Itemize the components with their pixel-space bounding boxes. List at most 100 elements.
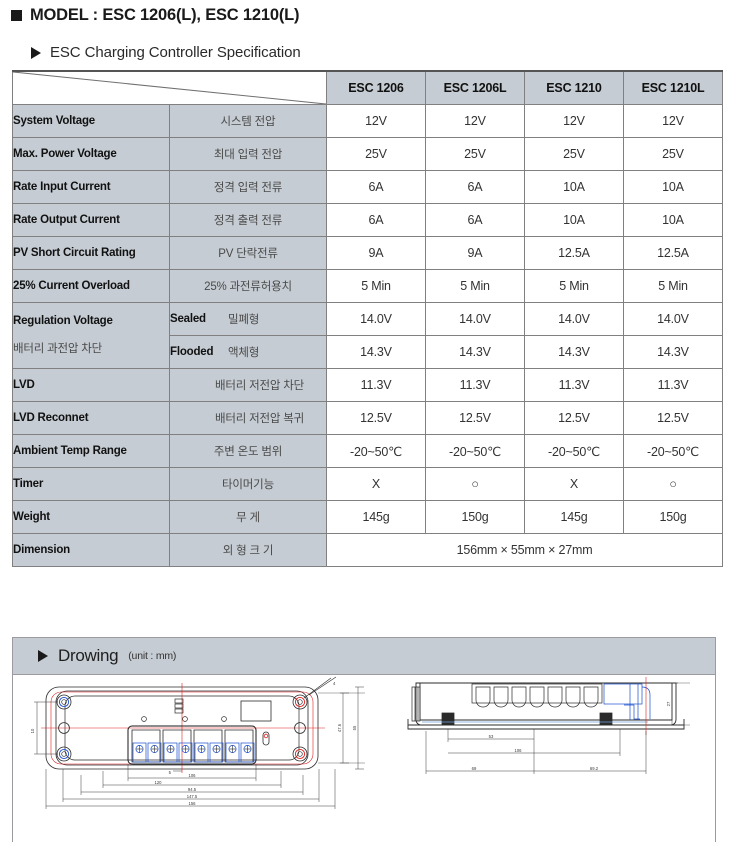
table-row: Ambient Temp Range 주변 온도 범위 -20~50℃ -20~… xyxy=(12,434,723,468)
sub-label-sealed-kr: 밀폐형 xyxy=(228,311,326,327)
cell-value: 12V xyxy=(425,104,525,138)
cell-value: -20~50℃ xyxy=(326,434,426,468)
table-row: PV Short Circuit Rating PV 단락전류 9A 9A 12… xyxy=(12,236,723,270)
cell-value: 6A xyxy=(425,170,525,204)
row-label: PV Short Circuit Rating xyxy=(12,236,170,270)
row-label-kr: 배터리 저전압 복귀 xyxy=(169,401,327,435)
row-label-kr: 시스템 전압 xyxy=(169,104,327,138)
cell-value: 12.5V xyxy=(425,401,525,435)
drawing-unit-label: (unit : mm) xyxy=(128,650,177,662)
dim-label-69: 69 xyxy=(472,766,477,771)
dim-label-27: 27 xyxy=(666,701,671,706)
table-header-row: ESC 1206 ESC 1206L ESC 1210 ESC 1210L xyxy=(12,70,723,105)
row-label-kr: 정격 입력 전류 xyxy=(169,170,327,204)
square-bullet-icon xyxy=(11,10,22,21)
triangle-bullet-icon xyxy=(31,46,41,59)
cell-value: 14.3V xyxy=(425,335,525,369)
regulation-label: Regulation Voltage xyxy=(13,315,113,327)
table-row: Max. Power Voltage 최대 입력 전압 25V 25V 25V … xyxy=(12,137,723,171)
table-row: LVD Reconnet 배터리 저전압 복귀 12.5V 12.5V 12.5… xyxy=(12,401,723,435)
cell-value: 25V xyxy=(326,137,426,171)
sub-label-flooded-kr: 액체형 xyxy=(228,344,326,360)
table-row: Weight 무 게 145g 150g 145g 150g xyxy=(12,500,723,534)
section-heading-specification: ESC Charging Controller Specification xyxy=(31,44,301,61)
dim-label-47-6: 47.6 xyxy=(337,723,342,732)
cell-value: ○ xyxy=(425,467,525,501)
row-label-kr: 주변 온도 범위 xyxy=(169,434,327,468)
drawing-panel: Drowing (unit : mm) xyxy=(12,637,716,842)
cell-value: 14.0V xyxy=(326,302,426,336)
row-label-kr: 정격 출력 전류 xyxy=(169,203,327,237)
row-label-kr: 타이머기능 xyxy=(169,467,327,501)
cell-value: 12.5V xyxy=(524,401,624,435)
row-label: LVD Reconnet xyxy=(12,401,170,435)
cell-value: 25V xyxy=(425,137,525,171)
cell-value: -20~50℃ xyxy=(623,434,723,468)
dim-label-156: 156 xyxy=(189,801,197,806)
cell-value: 5 Min xyxy=(524,269,624,303)
row-label: 25% Current Overload xyxy=(12,269,170,303)
cell-value: 11.3V xyxy=(524,368,624,402)
row-label-kr: 무 게 xyxy=(169,500,327,534)
row-label: Rate Output Current xyxy=(12,203,170,237)
cell-value: 25V xyxy=(524,137,624,171)
cell-value: 6A xyxy=(425,203,525,237)
row-label: Max. Power Voltage xyxy=(12,137,170,171)
row-label: Rate Input Current xyxy=(12,170,170,204)
cell-value: 5 Min xyxy=(326,269,426,303)
side-view-drawing: 27 53 106 69 69.2 xyxy=(407,677,690,774)
column-header-2: ESC 1210 xyxy=(524,70,624,105)
dim-label-5: 5 xyxy=(169,770,172,775)
cell-value: 12V xyxy=(623,104,723,138)
row-label-kr: 외 형 크 기 xyxy=(169,533,327,567)
cell-value: 14.3V xyxy=(524,335,624,369)
cell-value: 14.3V xyxy=(623,335,723,369)
cell-value: 150g xyxy=(425,500,525,534)
table-row-regulation-flooded: Flooded 액체형 14.3V 14.3V 14.3V 14.3V xyxy=(13,335,723,369)
dim-label-106b: 106 xyxy=(515,748,523,753)
cell-value: 10A xyxy=(524,203,624,237)
dim-label-hole: 4 xyxy=(333,681,336,686)
cell-value: 14.3V xyxy=(326,335,426,369)
dim-label-147-5: 147.5 xyxy=(187,794,198,799)
dim-label-55: 55 xyxy=(352,725,357,730)
row-label-kr: PV 단락전류 xyxy=(169,236,327,270)
dim-label-10: 10 xyxy=(30,728,35,733)
table-row: 25% Current Overload 25% 과전류허용치 5 Min 5 … xyxy=(12,269,723,303)
cell-value: 9A xyxy=(326,236,426,270)
cell-value: -20~50℃ xyxy=(425,434,525,468)
cell-value: 12V xyxy=(524,104,624,138)
regulation-label-cell: Regulation Voltage 배터리 과전압 차단 xyxy=(12,302,170,369)
corner-diagonal-cell xyxy=(12,70,327,105)
specification-table: ESC 1206 ESC 1206L ESC 1210 ESC 1210L Sy… xyxy=(12,70,723,567)
dim-label-69-2: 69.2 xyxy=(590,766,599,771)
cell-value: 12.5A xyxy=(623,236,723,270)
dim-label-94-5: 94.5 xyxy=(188,787,197,792)
table-row: Timer 타이머기능 X ○ X ○ xyxy=(12,467,723,501)
sub-row-flooded-cell: Flooded 액체형 xyxy=(169,335,327,369)
model-title-text: MODEL : ESC 1206(L), ESC 1210(L) xyxy=(30,6,300,24)
dim-label-53: 53 xyxy=(489,734,494,739)
cell-value: X xyxy=(326,467,426,501)
cell-value: ○ xyxy=(623,467,723,501)
cell-value: 5 Min xyxy=(425,269,525,303)
section-heading-text: ESC Charging Controller Specification xyxy=(50,44,301,61)
row-label: Dimension xyxy=(12,533,170,567)
cell-value: X xyxy=(524,467,624,501)
table-row: System Voltage 시스템 전압 12V 12V 12V 12V xyxy=(12,104,723,138)
row-label: LVD xyxy=(12,368,170,402)
row-label: Weight xyxy=(12,500,170,534)
cell-value: 10A xyxy=(524,170,624,204)
column-header-1: ESC 1206L xyxy=(425,70,525,105)
column-header-0: ESC 1206 xyxy=(326,70,426,105)
cell-value: 12V xyxy=(326,104,426,138)
cell-value-dimension: 156mm × 55mm × 27mm xyxy=(326,533,723,567)
cell-value: 5 Min xyxy=(623,269,723,303)
drawing-body: 10 106 120 94.5 xyxy=(13,675,715,842)
drawing-title: Drowing xyxy=(58,646,119,665)
row-label-kr: 25% 과전류허용치 xyxy=(169,269,327,303)
top-view-drawing: 10 106 120 94.5 xyxy=(30,676,365,809)
cell-value: 150g xyxy=(623,500,723,534)
row-label: System Voltage xyxy=(12,104,170,138)
cell-value: 10A xyxy=(623,203,723,237)
